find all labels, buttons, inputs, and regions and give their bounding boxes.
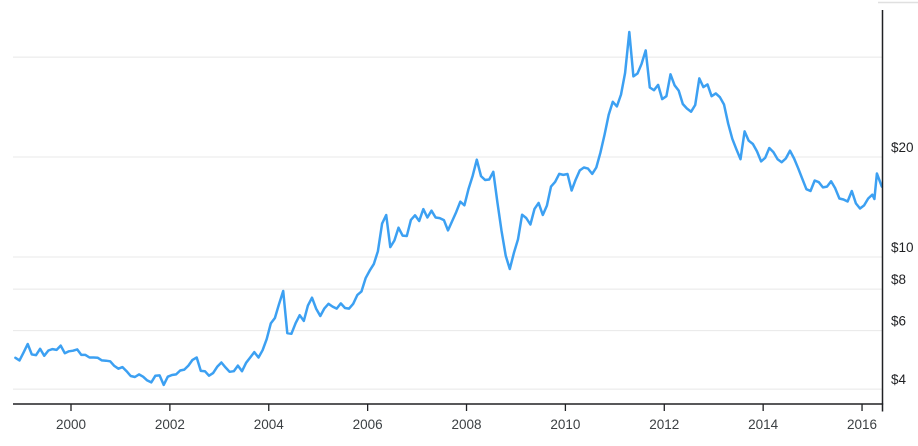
y-tick-label: $20 [891, 140, 914, 155]
x-tick-label: 2016 [847, 417, 877, 432]
y-tick-label: $10 [891, 240, 914, 255]
x-tick-label: 2010 [550, 417, 580, 432]
price-line-series[interactable] [14, 30, 884, 387]
x-axis: 2000 2002 2004 2006 2008 2010 2012 2014 2016 [13, 403, 884, 432]
x-tick-label: 2012 [649, 417, 679, 432]
x-tick-label: 2000 [56, 417, 86, 432]
x-tick-label: 2006 [353, 417, 383, 432]
x-tick-label: 2004 [254, 417, 285, 432]
x-tick-label: 2002 [155, 417, 185, 432]
y-tick-label: $6 [891, 314, 906, 329]
horizontal-gridlines [13, 56, 883, 390]
y-axis: $20 $10 $8 $6 $4 [881, 10, 914, 412]
x-tick-label: 2008 [451, 417, 481, 432]
y-tick-label: $8 [891, 272, 906, 287]
x-tick-label: 2014 [748, 417, 779, 432]
y-tick-label: $4 [891, 372, 907, 387]
